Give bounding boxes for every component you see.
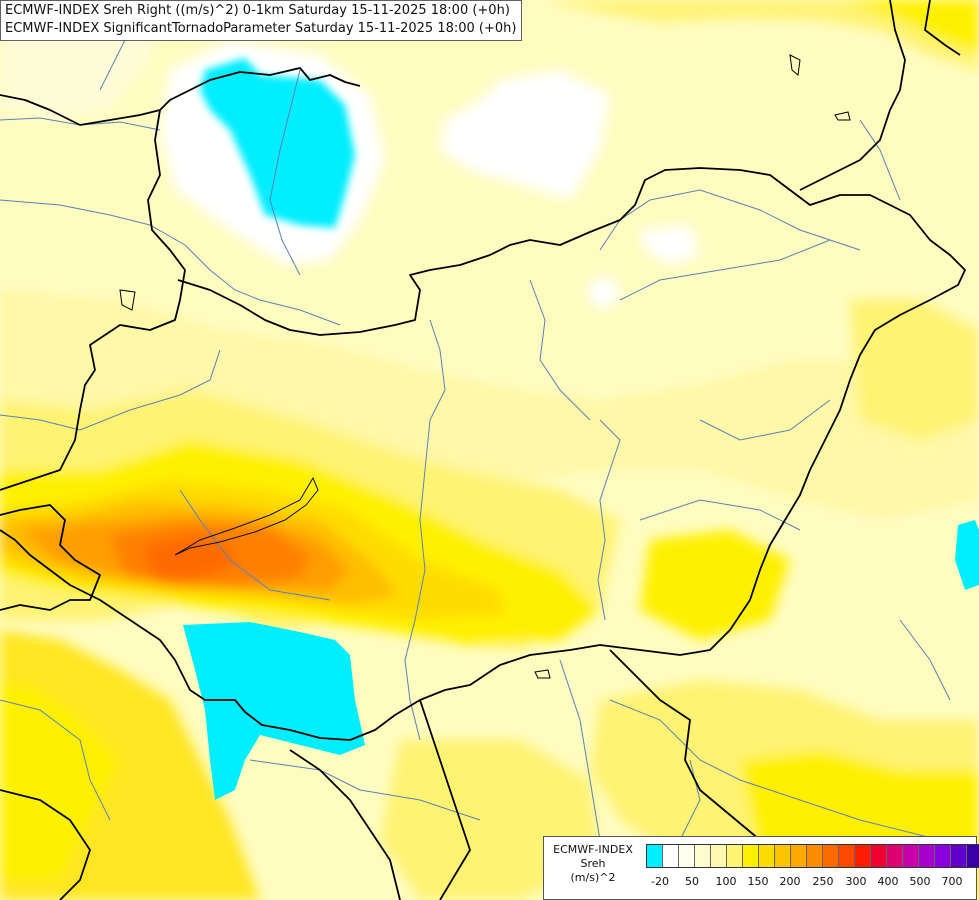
legend-swatch [919, 845, 935, 867]
legend-label: 500 [909, 875, 931, 888]
legend-swatch [727, 845, 743, 867]
legend-title: ECMWF-INDEX Sreh (m/s)^2 [546, 843, 640, 885]
legend-swatches [646, 844, 979, 868]
legend-title-line-2: Sreh [580, 857, 606, 870]
legend-swatch [663, 845, 679, 867]
legend-swatch [759, 845, 775, 867]
lake-outline [174, 476, 319, 556]
legend-title-line-3: (m/s)^2 [570, 871, 616, 884]
legend-swatch [695, 845, 711, 867]
legend-swatch [839, 845, 855, 867]
legend-swatch [887, 845, 903, 867]
legend-label: 700 [941, 875, 963, 888]
legend-label: 400 [877, 875, 899, 888]
cyan-zones [183, 58, 979, 800]
legend-swatch [679, 845, 695, 867]
color-legend: ECMWF-INDEX Sreh (m/s)^2 -20 50 100 150 200 2… [543, 836, 979, 900]
map-title-box: ECMWF-INDEX Sreh Right ((m/s)^2) 0-1km S… [0, 0, 523, 41]
islands [119, 54, 851, 679]
legend-swatch [871, 845, 887, 867]
legend-swatch [951, 845, 967, 867]
legend-swatch [647, 845, 663, 867]
legend-swatch [711, 845, 727, 867]
legend-label: 50 [685, 875, 699, 888]
legend-swatch [775, 845, 791, 867]
legend-swatch [967, 845, 979, 867]
map-title-line-2: ECMWF-INDEX SignificantTornadoParameter … [5, 21, 517, 36]
legend-label: 250 [812, 875, 834, 888]
legend-swatch [743, 845, 759, 867]
legend-label: -20 [651, 875, 669, 888]
legend-swatch [791, 845, 807, 867]
legend-swatch [935, 845, 951, 867]
legend-swatch [855, 845, 871, 867]
legend-swatch [807, 845, 823, 867]
legend-label: 200 [779, 875, 801, 888]
map-title-line-1: ECMWF-INDEX Sreh Right ((m/s)^2) 0-1km S… [5, 3, 510, 18]
legend-swatch [823, 845, 839, 867]
legend-label: 300 [845, 875, 867, 888]
legend-title-line-1: ECMWF-INDEX [553, 843, 633, 856]
legend-swatch [903, 845, 919, 867]
legend-labels: -20 50 100 150 200 250 300 400 500 700 [646, 875, 974, 889]
legend-label: 100 [715, 875, 737, 888]
legend-label: 150 [747, 875, 769, 888]
